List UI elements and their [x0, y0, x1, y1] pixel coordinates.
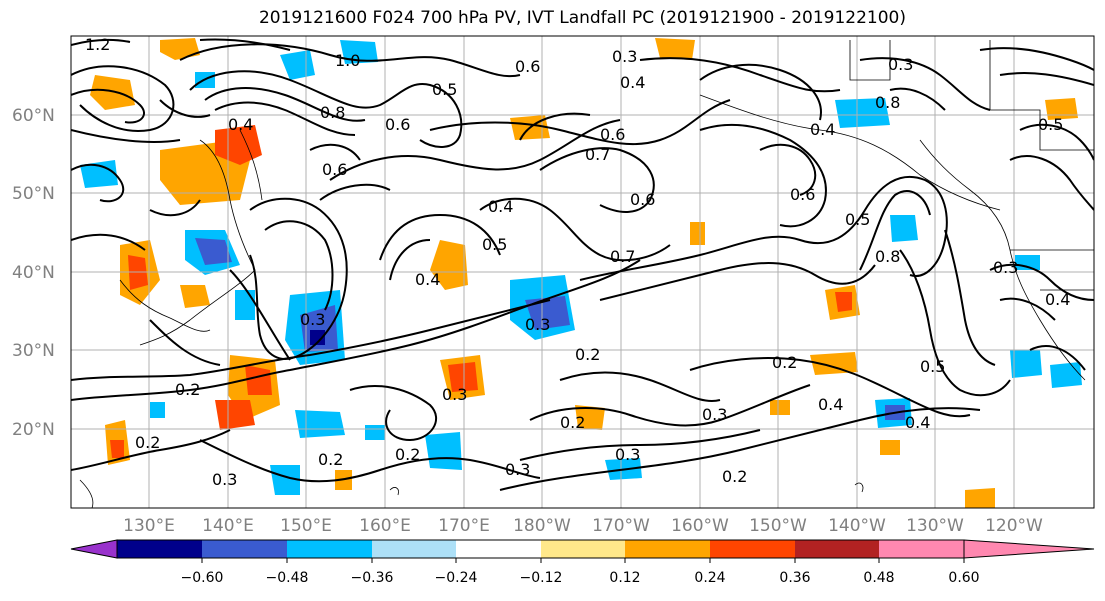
- lon-label: 140°E: [202, 516, 254, 536]
- lat-label: 40°N: [12, 263, 55, 283]
- lat-label: 50°N: [12, 184, 55, 204]
- lon-label: 120°W: [985, 516, 1043, 536]
- contour-label: 0.3: [615, 445, 640, 464]
- colorbar-tick-labels: −0.60 −0.48 −0.36 −0.24 −0.12 0.12 0.24 …: [181, 570, 980, 586]
- lon-label: 160°W: [671, 516, 729, 536]
- map-title: 2019121600 F024 700 hPa PV, IVT Landfall…: [258, 8, 906, 28]
- contour-label: 0.3: [702, 405, 727, 424]
- lon-label: 170°W: [592, 516, 650, 536]
- colorbar-segment: [117, 540, 202, 558]
- colorbar-tick-label: 0.36: [779, 570, 810, 586]
- contour-label: 0.3: [612, 47, 637, 66]
- contour-label: 0.5: [482, 235, 507, 254]
- colorbar-segment: [879, 540, 964, 558]
- contour-label: 0.7: [610, 247, 635, 266]
- colorbar-ticks: [201, 558, 965, 563]
- lon-label: 150°W: [749, 516, 807, 536]
- contour-label: 0.5: [1038, 115, 1063, 134]
- lon-label: 180°W: [513, 516, 571, 536]
- contour-label: 0.3: [505, 460, 530, 479]
- colorbar-tick-label: 0.12: [609, 570, 640, 586]
- contour-label: 0.2: [175, 380, 200, 399]
- contour-label: 0.4: [810, 120, 835, 139]
- colorbar-segment: [456, 540, 541, 558]
- colorbar-segment: [710, 540, 795, 558]
- contour-label: 0.4: [620, 73, 645, 92]
- colorbar-tick-label: 0.60: [948, 570, 979, 586]
- pv-shading: [80, 38, 1082, 508]
- contour-label: 0.2: [722, 467, 747, 486]
- contour-label: 0.2: [135, 433, 160, 452]
- contour-label: 0.3: [212, 470, 237, 489]
- contour-label: 0.6: [515, 57, 540, 76]
- contour-label: 0.3: [888, 55, 913, 74]
- lon-label: 170°E: [438, 516, 490, 536]
- contour-label: 0.2: [395, 445, 420, 464]
- colorbar-segment: [287, 540, 372, 558]
- colorbar-segment: [541, 540, 625, 558]
- colorbar-tick-label: 0.24: [694, 570, 725, 586]
- contour-label: 0.6: [790, 185, 815, 204]
- colorbar-right-extend: [963, 539, 1095, 559]
- colorbar-segment: [372, 540, 456, 558]
- contour-labels: 1.2 1.0 0.6 0.3 0.4 0.5 0.6 0.7 0.6 0.4 …: [85, 35, 1070, 489]
- contour-label: 0.3: [993, 258, 1018, 277]
- contour-label: 0.8: [875, 247, 900, 266]
- lon-label: 130°E: [123, 516, 175, 536]
- contour-label: 0.6: [322, 160, 347, 179]
- contour-label: 1.0: [335, 51, 360, 70]
- contour-label: 0.3: [525, 315, 550, 334]
- colorbar-left-extend: [70, 539, 118, 559]
- colorbar-tick-label: −0.24: [435, 570, 478, 586]
- contour-label: 0.4: [1045, 290, 1070, 309]
- contour-label: 0.2: [318, 450, 343, 469]
- contour-label: 0.6: [600, 125, 625, 144]
- contour-label: 0.2: [560, 413, 585, 432]
- contour-label: 1.2: [85, 35, 110, 54]
- contour-label: 0.5: [432, 80, 457, 99]
- contour-label: 0.4: [228, 115, 253, 134]
- lon-label: 160°E: [359, 516, 411, 536]
- contour-label: 0.4: [818, 395, 843, 414]
- lon-label: 130°W: [906, 516, 964, 536]
- contour-label: 0.3: [300, 310, 325, 329]
- contour-label: 0.8: [320, 103, 345, 122]
- colorbar-segment: [625, 540, 710, 558]
- contour-label: 0.4: [488, 197, 513, 216]
- colorbar-tick-label: −0.60: [181, 570, 224, 586]
- contour-label: 0.7: [585, 145, 610, 164]
- contour-label: 0.6: [385, 115, 410, 134]
- lat-label: 30°N: [12, 341, 55, 361]
- contour-label: 0.2: [575, 345, 600, 364]
- contour-label: 0.6: [630, 190, 655, 209]
- contour-label: 0.4: [905, 413, 930, 432]
- lat-label: 20°N: [12, 420, 55, 440]
- colorbar-tick-label: −0.36: [351, 570, 394, 586]
- colorbar-tick-label: −0.48: [266, 570, 309, 586]
- contour-label: 0.5: [920, 357, 945, 376]
- colorbar-segment: [795, 540, 879, 558]
- contour-label: 0.2: [772, 353, 797, 372]
- lon-label: 150°E: [280, 516, 332, 536]
- lon-label: 140°W: [828, 516, 886, 536]
- contour-label: 0.3: [442, 385, 467, 404]
- contour-label: 0.4: [415, 270, 440, 289]
- latitude-labels: 60°N 50°N 40°N 30°N 20°N: [12, 106, 55, 440]
- colorbar-segment: [202, 540, 287, 558]
- pv-contours: [71, 38, 1094, 491]
- longitude-labels: 130°E 140°E 150°E 160°E 170°E 180°W 170°…: [123, 516, 1043, 536]
- map-border: [70, 35, 1095, 509]
- contour-label: 0.8: [875, 93, 900, 112]
- contour-label: 0.5: [845, 210, 870, 229]
- colorbar-tick-label: 0.48: [863, 570, 894, 586]
- colorbar: −0.60 −0.48 −0.36 −0.24 −0.12 0.12 0.24 …: [70, 539, 1095, 586]
- lat-label: 60°N: [12, 106, 55, 126]
- colorbar-tick-label: −0.12: [520, 570, 563, 586]
